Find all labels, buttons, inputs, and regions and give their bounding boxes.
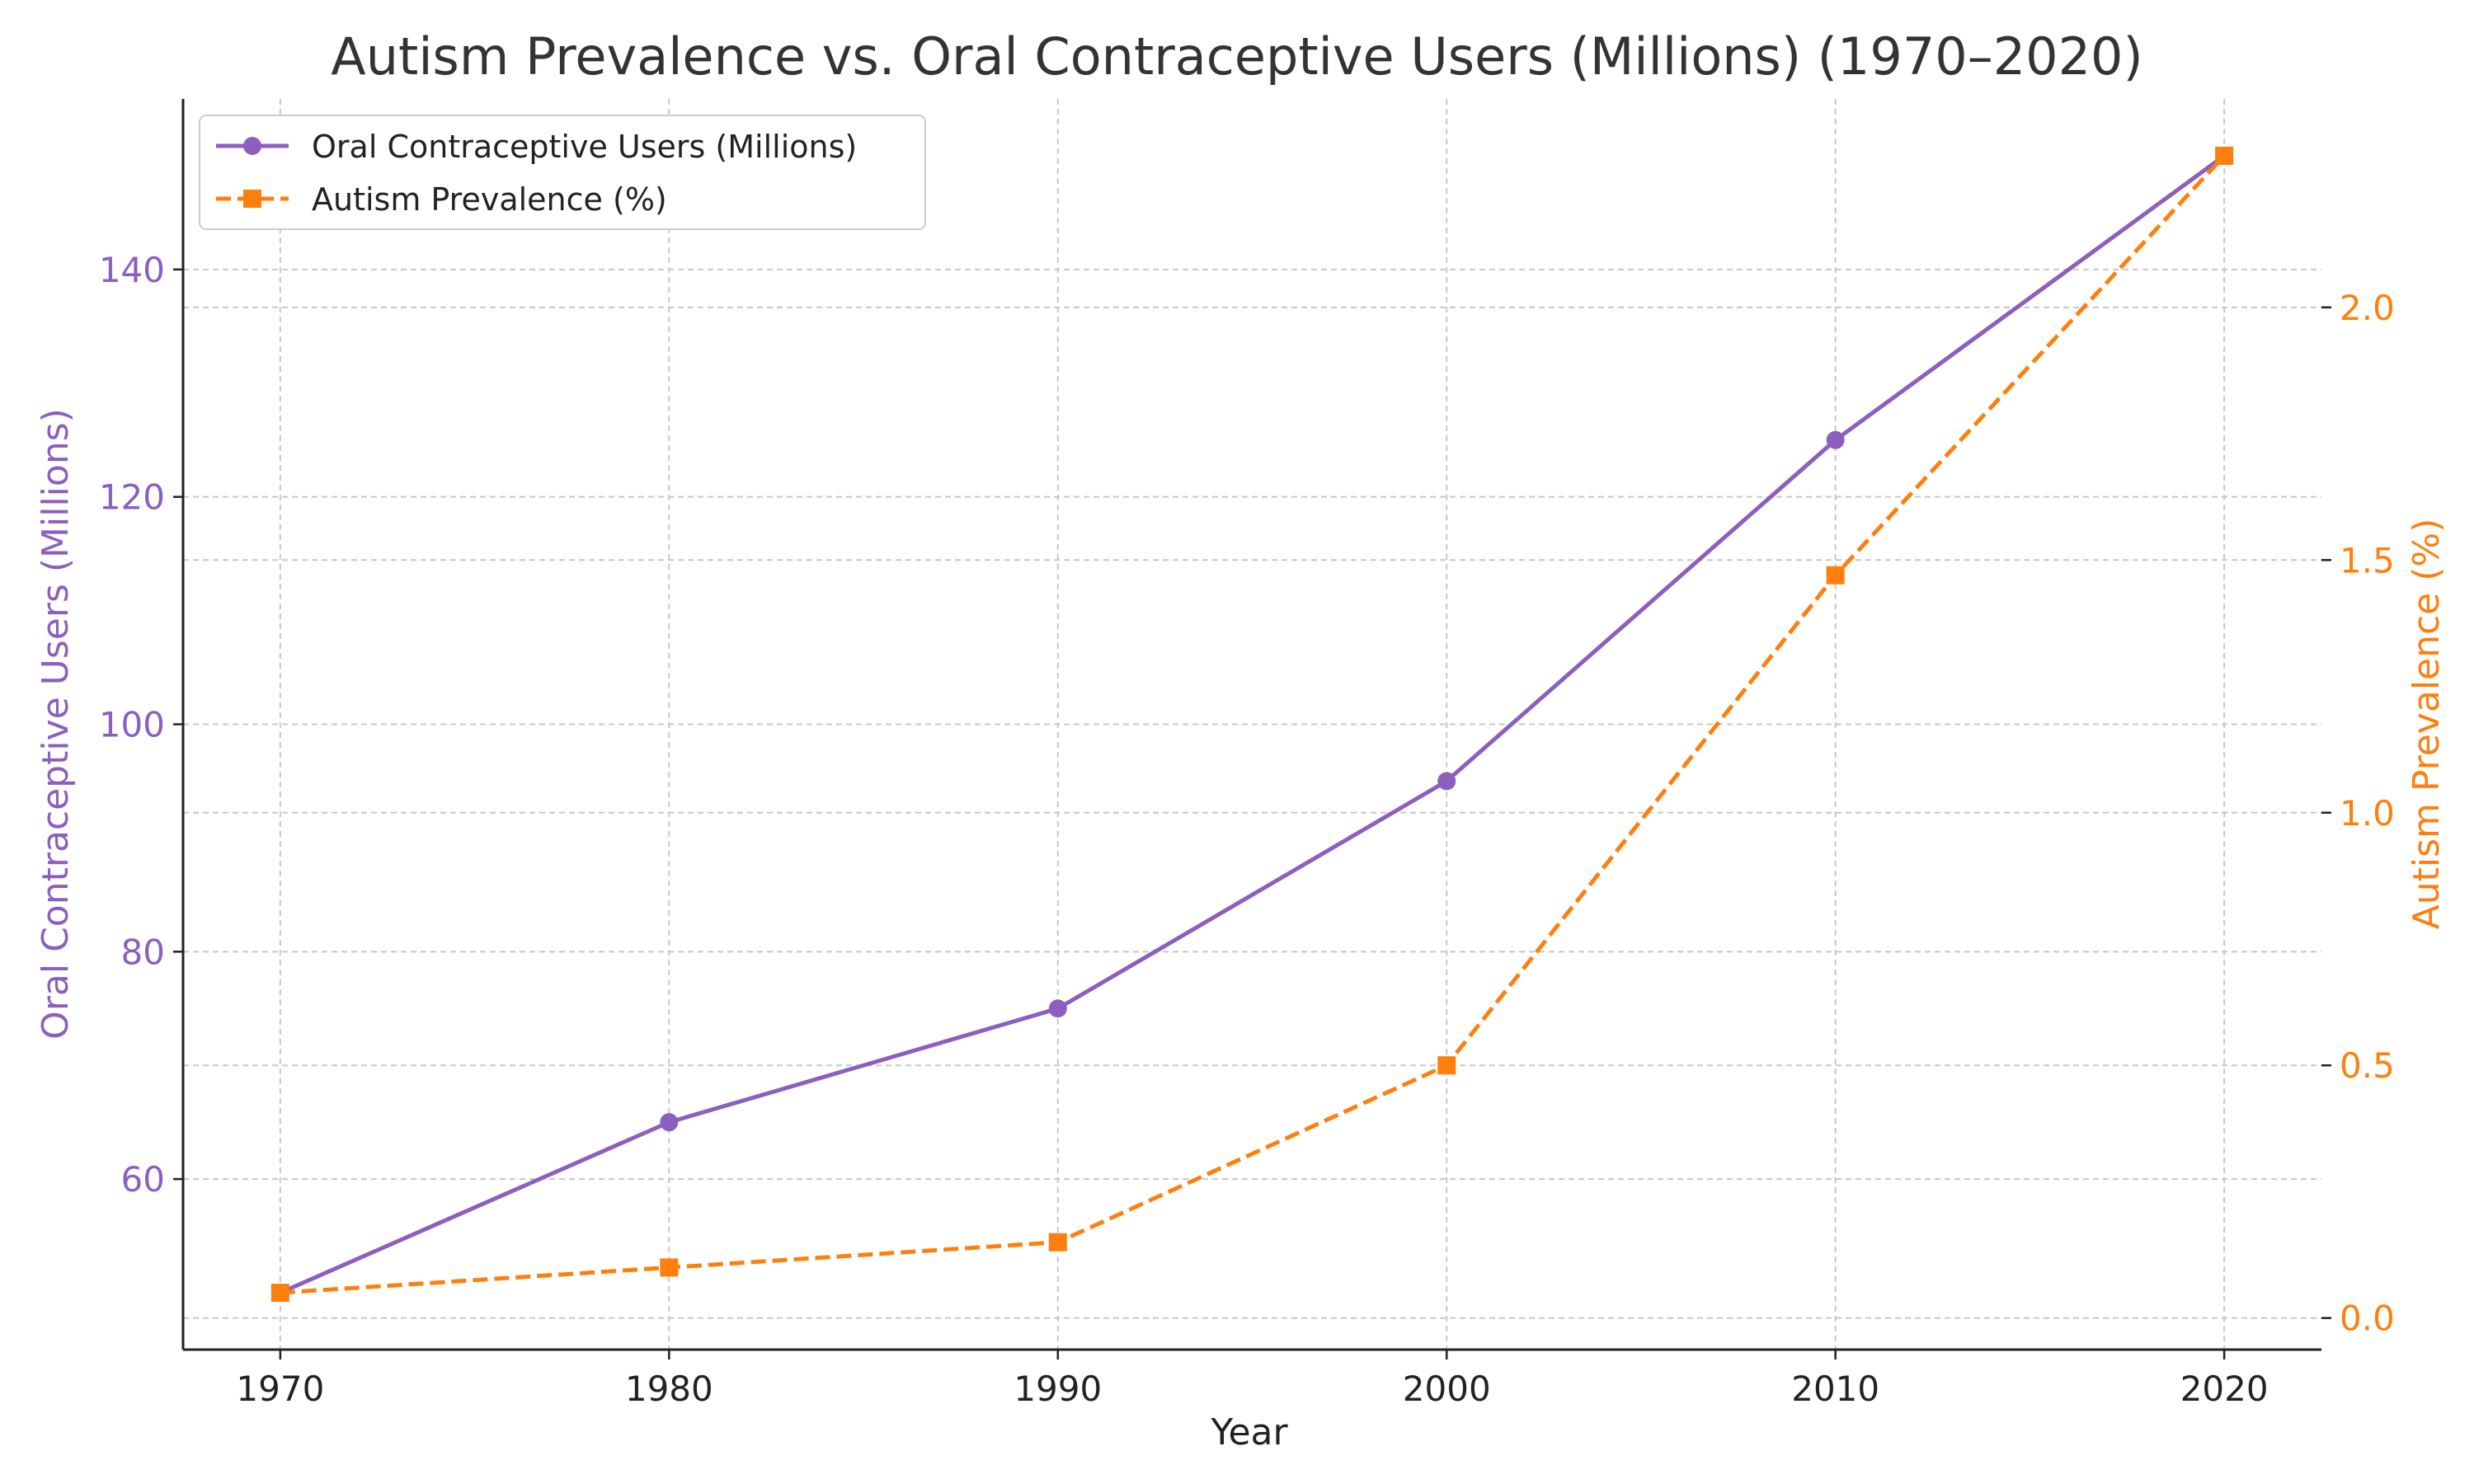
series-layer: [270, 146, 2234, 1303]
legend-marker-square: [243, 190, 261, 208]
series-line-0: [279, 153, 2226, 1295]
y-left-tick-label: 60: [121, 1159, 165, 1200]
legend-marker-circle: [243, 137, 261, 155]
data-point-square: [1437, 1056, 1456, 1075]
y-right-tick-label: 0.5: [2340, 1045, 2395, 1086]
axes: 1970 1980 1990 2000 2010 2020 60 80 100 120 140 0.0…: [99, 99, 2395, 1409]
x-tick-label: 2000: [1403, 1369, 1491, 1409]
data-point-square: [1048, 1233, 1067, 1252]
legend-label-autism-prevalence: Autism Prevalence (%): [312, 181, 667, 218]
legend-label-oral-contraceptive: Oral Contraceptive Users (Millions): [312, 129, 857, 165]
x-tick-label: 1980: [625, 1369, 713, 1409]
y-left-tick-label: 80: [121, 932, 165, 972]
data-point-square: [1826, 566, 1845, 585]
data-point-circle: [660, 1113, 679, 1132]
legend-box: [199, 115, 926, 230]
y-right-tick-label: 1.5: [2340, 540, 2395, 580]
x-tick-label: 2020: [2180, 1369, 2269, 1409]
data-point-square: [2215, 146, 2234, 165]
y-right-tick-label: 2.0: [2340, 288, 2395, 328]
y-left-axis-label: Oral Contraceptive Users (Millions): [35, 408, 77, 1040]
series-line-1: [280, 154, 2226, 1295]
y-left-tick-label: 140: [99, 250, 165, 290]
data-point-circle: [1826, 430, 1845, 449]
x-tick-label: 2010: [1791, 1369, 1879, 1409]
chart-title: Autism Prevalence vs. Oral Contraceptive…: [331, 26, 2142, 87]
y-right-tick-label: 0.0: [2340, 1298, 2395, 1339]
data-point-circle: [1048, 999, 1067, 1018]
grid: [183, 99, 2321, 1350]
y-right-axis-label: Autism Prevalence (%): [2406, 519, 2448, 930]
legend: Oral Contraceptive Users (Millions) Auti…: [199, 115, 926, 230]
data-point-circle: [1437, 772, 1456, 791]
data-point-square: [270, 1284, 289, 1303]
x-axis-label: Year: [1210, 1411, 1288, 1453]
data-point-square: [660, 1258, 679, 1277]
y-left-tick-label: 100: [99, 705, 165, 745]
x-tick-label: 1990: [1014, 1369, 1102, 1409]
y-left-tick-label: 120: [99, 477, 165, 518]
y-right-tick-label: 1.0: [2340, 793, 2395, 834]
x-tick-label: 1970: [236, 1369, 324, 1409]
